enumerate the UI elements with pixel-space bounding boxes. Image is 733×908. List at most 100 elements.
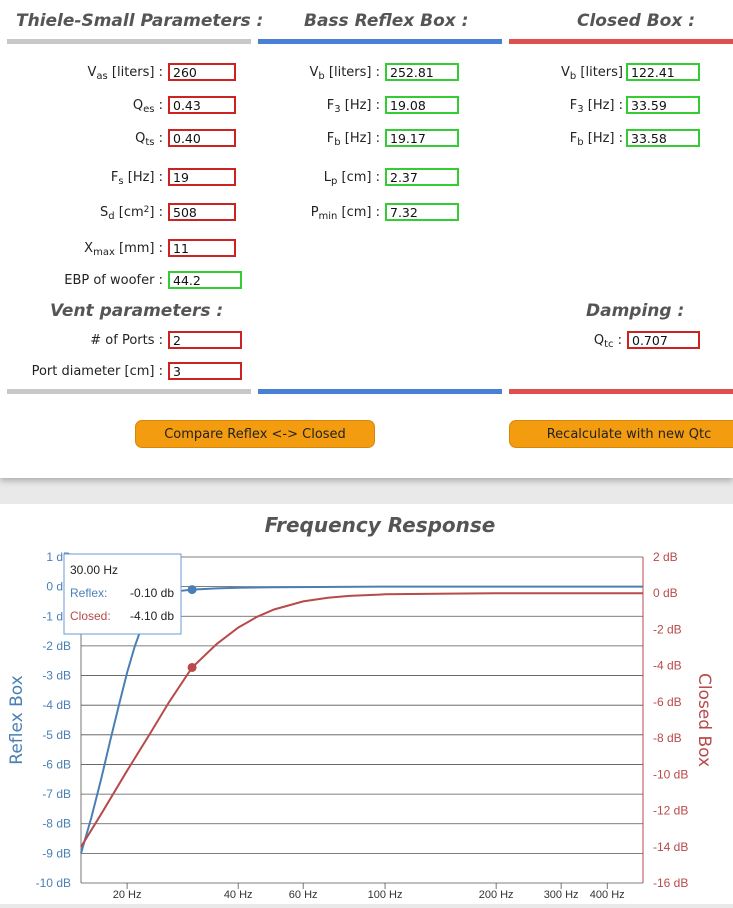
ts-divider-bottom bbox=[7, 389, 251, 394]
reflex-vb-output bbox=[385, 63, 459, 81]
qts-row: Qts : bbox=[0, 129, 250, 151]
reflex-fb-label: Fb [Hz] : bbox=[326, 131, 380, 148]
ebp-label: EBP of woofer : bbox=[64, 273, 163, 288]
closed-fb-label: Fb [Hz] : bbox=[569, 131, 623, 148]
left-tick-label: -8 dB bbox=[42, 817, 71, 831]
diameter-row: Port diameter [cm] : bbox=[0, 362, 250, 384]
sd-input[interactable] bbox=[168, 203, 236, 221]
closed-fb-row: Fb [Hz] : bbox=[500, 129, 733, 151]
right-tick-label: -16 dB bbox=[653, 876, 688, 890]
ports-row: # of Ports : bbox=[0, 331, 250, 353]
sd-row: Sd [cm2] : bbox=[0, 203, 250, 225]
x-tick-label: 200 Hz bbox=[479, 889, 514, 901]
left-tick-label: -5 dB bbox=[42, 728, 71, 742]
x-tick-label: 100 Hz bbox=[368, 889, 403, 901]
closed-vb-label: Vb [liters] bbox=[561, 65, 623, 82]
closed-vb-output bbox=[626, 63, 700, 81]
reflex-f3-row: F3 [Hz] : bbox=[250, 96, 500, 118]
qtc-row: Qtc : bbox=[500, 331, 733, 353]
xmax-label: Xmax [mm] : bbox=[84, 241, 163, 258]
compare-button[interactable]: Compare Reflex <-> Closed bbox=[135, 420, 375, 448]
reflex-title: Bass Reflex Box : bbox=[304, 11, 469, 31]
reflex-divider-bottom bbox=[258, 389, 502, 394]
qes-row: Qes : bbox=[0, 96, 250, 118]
fs-row: Fs [Hz] : bbox=[0, 168, 250, 190]
left-tick-label: -6 dB bbox=[42, 757, 71, 771]
vent-title: Vent parameters : bbox=[50, 301, 224, 321]
closed-vb-row: Vb [liters] bbox=[500, 63, 733, 85]
left-tick-label: -10 dB bbox=[36, 876, 71, 890]
tooltip-row-value: -4.10 db bbox=[130, 609, 174, 623]
reflex-lp-label: Lp [cm] : bbox=[323, 170, 380, 187]
reflex-vb-label: Vb [liters] : bbox=[309, 65, 381, 82]
calculator-panel: Thiele-Small Parameters : Bass Reflex Bo… bbox=[0, 0, 733, 478]
x-tick-label: 300 Hz bbox=[544, 889, 579, 901]
ebp-output bbox=[168, 271, 242, 289]
right-tick-label: -14 dB bbox=[653, 840, 688, 854]
reflex-lp-output bbox=[385, 168, 459, 186]
reflex-pmin-output bbox=[385, 203, 459, 221]
qtc-input[interactable] bbox=[627, 331, 700, 349]
diameter-input[interactable] bbox=[168, 362, 242, 380]
recalculate-button[interactable]: Recalculate with new Qtc bbox=[509, 420, 733, 448]
xmax-input[interactable] bbox=[168, 239, 236, 257]
closed-title: Closed Box : bbox=[577, 11, 696, 31]
left-tick-label: -9 dB bbox=[42, 846, 71, 860]
right-tick-label: -8 dB bbox=[653, 731, 682, 745]
ebp-row: EBP of woofer : bbox=[0, 271, 250, 293]
ts-params-title: Thiele-Small Parameters : bbox=[16, 11, 264, 31]
diameter-label: Port diameter [cm] : bbox=[31, 364, 163, 379]
reflex-divider-top bbox=[258, 39, 502, 44]
right-tick-label: -12 dB bbox=[653, 804, 688, 818]
right-axis-title: Closed Box bbox=[694, 673, 714, 767]
ts-divider-top bbox=[7, 39, 251, 44]
reflex-fb-output bbox=[385, 129, 459, 147]
tooltip-row-name: Closed: bbox=[70, 609, 111, 623]
left-tick-label: -7 dB bbox=[42, 787, 71, 801]
right-tick-label: 2 dB bbox=[653, 550, 678, 564]
reflex-f3-label: F3 [Hz] : bbox=[326, 98, 380, 115]
closed-series-line bbox=[80, 592, 643, 848]
closed-f3-label: F3 [Hz] : bbox=[569, 98, 623, 115]
reflex-vb-row: Vb [liters] : bbox=[250, 63, 500, 85]
right-tick-label: -6 dB bbox=[653, 695, 682, 709]
ports-input[interactable] bbox=[168, 331, 242, 349]
qts-input[interactable] bbox=[168, 129, 236, 147]
qes-input[interactable] bbox=[168, 96, 236, 114]
xmax-row: Xmax [mm] : bbox=[0, 239, 250, 261]
tooltip-box bbox=[63, 553, 182, 635]
vas-input[interactable] bbox=[168, 63, 236, 81]
chart-title: Frequency Response bbox=[265, 513, 496, 537]
reflex-pmin-label: Pmin [cm] : bbox=[310, 205, 380, 222]
reflex-lp-row: Lp [cm] : bbox=[250, 168, 500, 190]
ports-label: # of Ports : bbox=[90, 333, 163, 348]
tooltip-row-value: -0.10 db bbox=[130, 586, 174, 600]
closed-f3-row: F3 [Hz] : bbox=[500, 96, 733, 118]
damping-title: Damping : bbox=[586, 301, 685, 321]
x-tick-label: 60 Hz bbox=[289, 889, 318, 901]
right-tick-label: -4 dB bbox=[653, 659, 682, 673]
closed-hover-point bbox=[187, 662, 197, 672]
closed-divider-top bbox=[509, 39, 733, 44]
x-tick-label: 400 Hz bbox=[590, 889, 625, 901]
sd-label: Sd [cm2] : bbox=[100, 205, 163, 222]
vas-row: Vas [liters] : bbox=[0, 63, 250, 85]
x-tick-label: 40 Hz bbox=[224, 889, 253, 901]
right-tick-label: -2 dB bbox=[653, 622, 682, 636]
left-tick-label: -3 dB bbox=[42, 669, 71, 683]
right-tick-label: 0 dB bbox=[653, 586, 678, 600]
tooltip-row-name: Reflex: bbox=[70, 586, 107, 600]
closed-divider-bottom bbox=[509, 389, 733, 394]
frequency-response-chart: Frequency Response 1 dB 0 dB -1 dB -2 dB -3 d… bbox=[0, 504, 733, 904]
tooltip-header: 30.00 Hz bbox=[70, 563, 118, 577]
x-tick-label: 20 Hz bbox=[113, 889, 142, 901]
qtc-label: Qtc : bbox=[593, 333, 622, 350]
reflex-f3-output bbox=[385, 96, 459, 114]
right-tick-label: -10 dB bbox=[653, 767, 688, 781]
reflex-pmin-row: Pmin [cm] : bbox=[250, 203, 500, 225]
qes-label: Qes : bbox=[132, 98, 163, 115]
fs-input[interactable] bbox=[168, 168, 236, 186]
left-axis-title: Reflex Box bbox=[7, 675, 27, 764]
reflex-fb-row: Fb [Hz] : bbox=[250, 129, 500, 151]
